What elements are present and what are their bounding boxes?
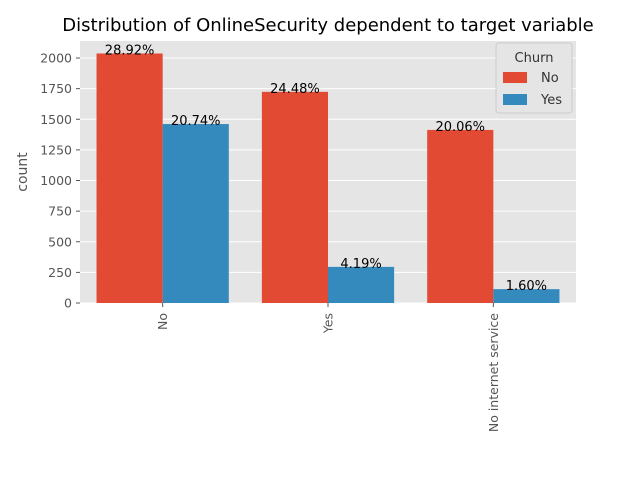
y-tick-label: 500 [48,234,72,249]
y-tick-label: 1750 [40,81,72,96]
data-label: 24.48% [270,82,320,97]
bars [96,53,560,304]
chart-title: Distribution of OnlineSecurity dependent… [62,15,593,36]
bar-no-no [96,53,163,304]
legend-swatch-no [503,72,527,83]
y-tick-label: 1500 [40,112,72,127]
bar-yes-no-internet-service [493,289,560,303]
y-tick-label: 1000 [40,173,72,188]
data-label: 4.19% [340,257,381,272]
y-axis-label: count [15,152,31,192]
y-tick-label: 0 [64,296,72,311]
y-tick-label: 250 [48,265,72,280]
x-tick-label: No internet service [486,313,501,432]
bar-yes-yes [328,266,395,303]
bar-yes-no [162,124,229,303]
legend-swatch-yes [503,94,527,105]
data-label: 28.92% [105,43,155,58]
legend-title: Churn [515,51,554,66]
legend-label-yes: Yes [540,93,562,108]
data-label: 20.74% [171,114,221,129]
y-axis-ticks: 0 250 500 750 1000 1250 1500 1750 2000 [40,51,80,311]
y-tick-label: 2000 [40,51,72,66]
y-tick-label: 750 [48,204,72,219]
x-tick-label: No [155,313,170,330]
bar-no-no-internet-service [427,129,494,303]
bar-no-yes [261,91,328,304]
data-label: 20.06% [435,120,485,135]
legend: Churn No Yes [495,42,573,114]
x-axis-ticks: No Yes No internet service [155,303,501,432]
y-tick-label: 1250 [40,142,72,157]
legend-label-no: No [541,71,559,86]
x-tick-label: Yes [321,313,336,334]
data-label: 1.60% [506,279,547,294]
data-labels: 28.92% 20.74% 24.48% 4.19% 20.06% 1.60% [105,43,547,294]
